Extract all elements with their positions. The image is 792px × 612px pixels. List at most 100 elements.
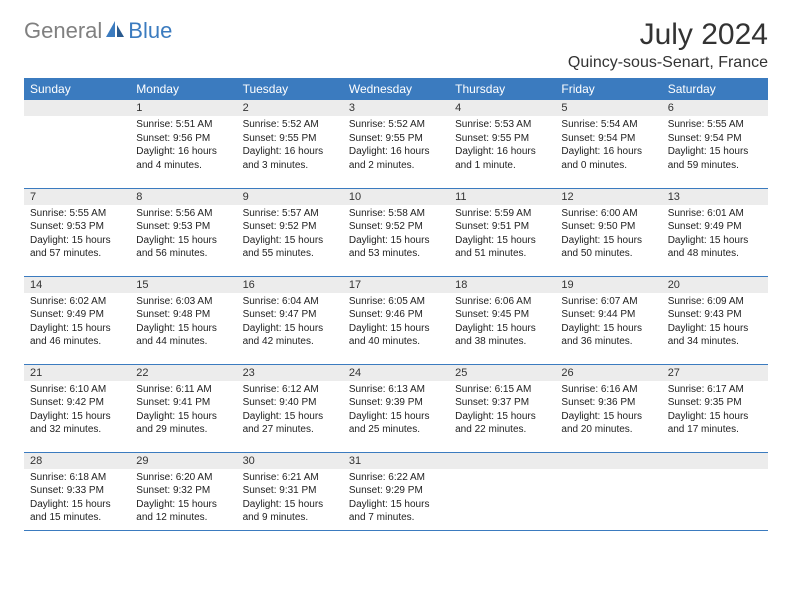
day-header-row: Sunday Monday Tuesday Wednesday Thursday… xyxy=(24,78,768,100)
day-data: Sunrise: 6:06 AMSunset: 9:45 PMDaylight:… xyxy=(449,293,555,353)
day-number: 12 xyxy=(555,189,661,205)
day-data: Sunrise: 6:10 AMSunset: 9:42 PMDaylight:… xyxy=(24,381,130,441)
calendar-cell xyxy=(449,452,555,530)
day-number: 8 xyxy=(130,189,236,205)
day-header: Thursday xyxy=(449,78,555,100)
calendar-cell: 9Sunrise: 5:57 AMSunset: 9:52 PMDaylight… xyxy=(237,188,343,276)
day-number: 5 xyxy=(555,100,661,116)
calendar-cell xyxy=(662,452,768,530)
day-data: Sunrise: 5:59 AMSunset: 9:51 PMDaylight:… xyxy=(449,205,555,265)
calendar-cell: 17Sunrise: 6:05 AMSunset: 9:46 PMDayligh… xyxy=(343,276,449,364)
day-number: 17 xyxy=(343,277,449,293)
title-block: July 2024 Quincy-sous-Senart, France xyxy=(568,18,768,72)
calendar-cell: 10Sunrise: 5:58 AMSunset: 9:52 PMDayligh… xyxy=(343,188,449,276)
day-number: 15 xyxy=(130,277,236,293)
logo-text-part1: General xyxy=(24,18,102,44)
day-data: Sunrise: 6:02 AMSunset: 9:49 PMDaylight:… xyxy=(24,293,130,353)
calendar-cell: 11Sunrise: 5:59 AMSunset: 9:51 PMDayligh… xyxy=(449,188,555,276)
day-number: 3 xyxy=(343,100,449,116)
location: Quincy-sous-Senart, France xyxy=(568,54,768,72)
calendar-week: 21Sunrise: 6:10 AMSunset: 9:42 PMDayligh… xyxy=(24,364,768,452)
day-number: 29 xyxy=(130,453,236,469)
calendar-cell: 21Sunrise: 6:10 AMSunset: 9:42 PMDayligh… xyxy=(24,364,130,452)
day-number: 11 xyxy=(449,189,555,205)
calendar-cell: 27Sunrise: 6:17 AMSunset: 9:35 PMDayligh… xyxy=(662,364,768,452)
day-number: 18 xyxy=(449,277,555,293)
calendar-week: 14Sunrise: 6:02 AMSunset: 9:49 PMDayligh… xyxy=(24,276,768,364)
calendar-cell: 19Sunrise: 6:07 AMSunset: 9:44 PMDayligh… xyxy=(555,276,661,364)
calendar-cell: 5Sunrise: 5:54 AMSunset: 9:54 PMDaylight… xyxy=(555,100,661,188)
day-data: Sunrise: 6:05 AMSunset: 9:46 PMDaylight:… xyxy=(343,293,449,353)
calendar-cell: 2Sunrise: 5:52 AMSunset: 9:55 PMDaylight… xyxy=(237,100,343,188)
day-number: 19 xyxy=(555,277,661,293)
day-data: Sunrise: 6:18 AMSunset: 9:33 PMDaylight:… xyxy=(24,469,130,529)
day-header: Saturday xyxy=(662,78,768,100)
day-header: Friday xyxy=(555,78,661,100)
day-number: 14 xyxy=(24,277,130,293)
calendar-table: Sunday Monday Tuesday Wednesday Thursday… xyxy=(24,78,768,531)
day-data: Sunrise: 6:15 AMSunset: 9:37 PMDaylight:… xyxy=(449,381,555,441)
day-data: Sunrise: 5:52 AMSunset: 9:55 PMDaylight:… xyxy=(343,116,449,176)
day-data: Sunrise: 5:51 AMSunset: 9:56 PMDaylight:… xyxy=(130,116,236,176)
day-number: 31 xyxy=(343,453,449,469)
calendar-cell: 22Sunrise: 6:11 AMSunset: 9:41 PMDayligh… xyxy=(130,364,236,452)
day-data: Sunrise: 6:13 AMSunset: 9:39 PMDaylight:… xyxy=(343,381,449,441)
day-number: 1 xyxy=(130,100,236,116)
day-number: 2 xyxy=(237,100,343,116)
day-number: 10 xyxy=(343,189,449,205)
calendar-cell: 14Sunrise: 6:02 AMSunset: 9:49 PMDayligh… xyxy=(24,276,130,364)
calendar-cell: 18Sunrise: 6:06 AMSunset: 9:45 PMDayligh… xyxy=(449,276,555,364)
day-number xyxy=(24,100,130,116)
day-data: Sunrise: 6:12 AMSunset: 9:40 PMDaylight:… xyxy=(237,381,343,441)
calendar-cell: 1Sunrise: 5:51 AMSunset: 9:56 PMDaylight… xyxy=(130,100,236,188)
day-data: Sunrise: 6:21 AMSunset: 9:31 PMDaylight:… xyxy=(237,469,343,529)
calendar-week: 7Sunrise: 5:55 AMSunset: 9:53 PMDaylight… xyxy=(24,188,768,276)
calendar-cell: 7Sunrise: 5:55 AMSunset: 9:53 PMDaylight… xyxy=(24,188,130,276)
day-data: Sunrise: 6:11 AMSunset: 9:41 PMDaylight:… xyxy=(130,381,236,441)
day-number xyxy=(449,453,555,469)
day-number: 13 xyxy=(662,189,768,205)
day-number: 27 xyxy=(662,365,768,381)
day-number: 16 xyxy=(237,277,343,293)
logo-sail-icon xyxy=(104,19,126,44)
day-data: Sunrise: 5:58 AMSunset: 9:52 PMDaylight:… xyxy=(343,205,449,265)
day-number: 21 xyxy=(24,365,130,381)
calendar-cell xyxy=(24,100,130,188)
day-data: Sunrise: 6:01 AMSunset: 9:49 PMDaylight:… xyxy=(662,205,768,265)
day-number: 4 xyxy=(449,100,555,116)
day-data: Sunrise: 6:16 AMSunset: 9:36 PMDaylight:… xyxy=(555,381,661,441)
calendar-week: 1Sunrise: 5:51 AMSunset: 9:56 PMDaylight… xyxy=(24,100,768,188)
calendar-cell xyxy=(555,452,661,530)
calendar-week: 28Sunrise: 6:18 AMSunset: 9:33 PMDayligh… xyxy=(24,452,768,530)
day-header: Sunday xyxy=(24,78,130,100)
calendar-cell: 29Sunrise: 6:20 AMSunset: 9:32 PMDayligh… xyxy=(130,452,236,530)
calendar-cell: 24Sunrise: 6:13 AMSunset: 9:39 PMDayligh… xyxy=(343,364,449,452)
day-data: Sunrise: 6:22 AMSunset: 9:29 PMDaylight:… xyxy=(343,469,449,529)
day-number: 20 xyxy=(662,277,768,293)
day-number: 7 xyxy=(24,189,130,205)
day-data: Sunrise: 6:20 AMSunset: 9:32 PMDaylight:… xyxy=(130,469,236,529)
day-data: Sunrise: 6:00 AMSunset: 9:50 PMDaylight:… xyxy=(555,205,661,265)
calendar-cell: 8Sunrise: 5:56 AMSunset: 9:53 PMDaylight… xyxy=(130,188,236,276)
day-header: Wednesday xyxy=(343,78,449,100)
day-data: Sunrise: 5:52 AMSunset: 9:55 PMDaylight:… xyxy=(237,116,343,176)
day-number: 9 xyxy=(237,189,343,205)
day-number: 6 xyxy=(662,100,768,116)
day-number xyxy=(662,453,768,469)
header: General Blue July 2024 Quincy-sous-Senar… xyxy=(24,18,768,72)
day-header: Monday xyxy=(130,78,236,100)
day-data: Sunrise: 5:55 AMSunset: 9:54 PMDaylight:… xyxy=(662,116,768,176)
day-data: Sunrise: 6:03 AMSunset: 9:48 PMDaylight:… xyxy=(130,293,236,353)
calendar-cell: 16Sunrise: 6:04 AMSunset: 9:47 PMDayligh… xyxy=(237,276,343,364)
day-data: Sunrise: 5:53 AMSunset: 9:55 PMDaylight:… xyxy=(449,116,555,176)
calendar-cell: 13Sunrise: 6:01 AMSunset: 9:49 PMDayligh… xyxy=(662,188,768,276)
day-number: 26 xyxy=(555,365,661,381)
month-title: July 2024 xyxy=(568,18,768,52)
day-number: 30 xyxy=(237,453,343,469)
calendar-cell: 23Sunrise: 6:12 AMSunset: 9:40 PMDayligh… xyxy=(237,364,343,452)
day-data: Sunrise: 6:17 AMSunset: 9:35 PMDaylight:… xyxy=(662,381,768,441)
calendar-cell: 28Sunrise: 6:18 AMSunset: 9:33 PMDayligh… xyxy=(24,452,130,530)
calendar-cell: 15Sunrise: 6:03 AMSunset: 9:48 PMDayligh… xyxy=(130,276,236,364)
day-number: 22 xyxy=(130,365,236,381)
calendar-cell: 3Sunrise: 5:52 AMSunset: 9:55 PMDaylight… xyxy=(343,100,449,188)
